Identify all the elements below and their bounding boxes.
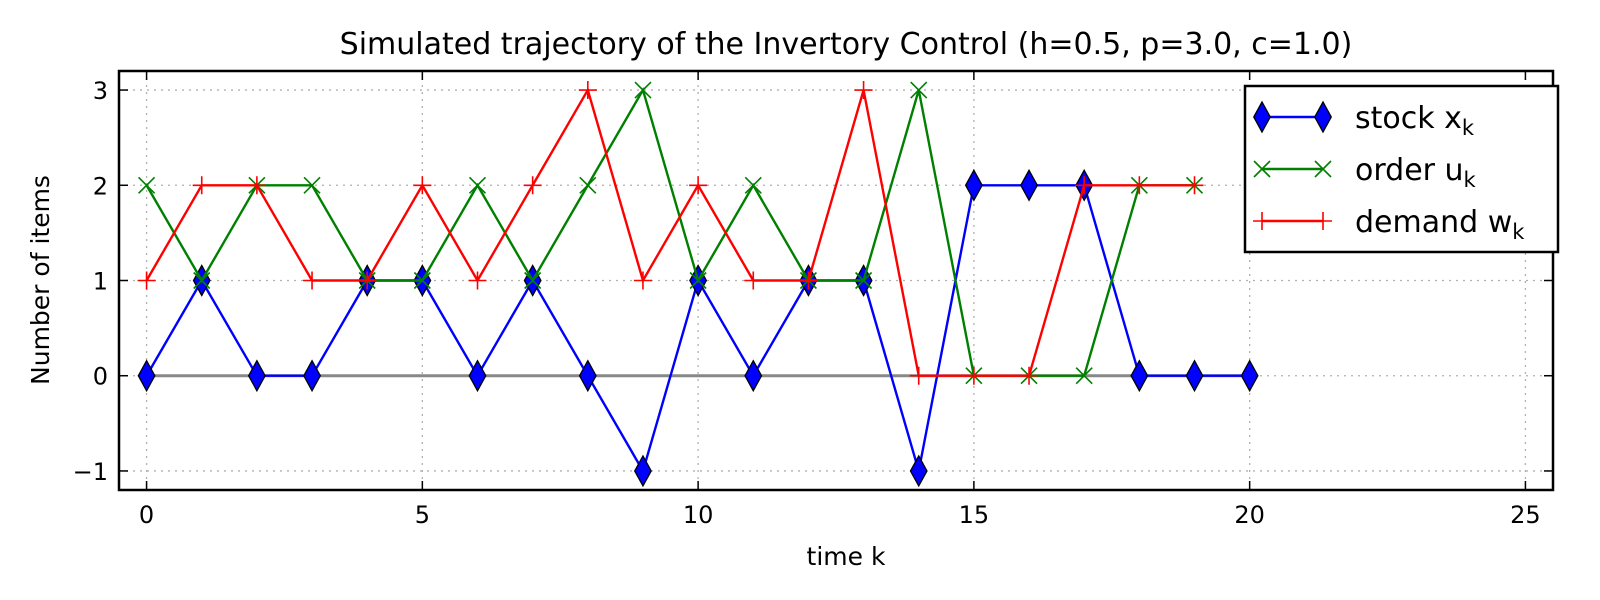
data-point: [247, 359, 266, 393]
data-point: [1314, 212, 1332, 230]
legend-subscript: k: [1462, 116, 1475, 140]
data-point: [633, 454, 652, 488]
data-point: [689, 271, 707, 290]
data-point: [578, 359, 597, 393]
data-point: [855, 271, 873, 290]
data-point: [634, 81, 652, 99]
data-point: [1185, 359, 1204, 393]
data-point: [964, 168, 983, 202]
x-tick-label: 15: [959, 501, 990, 529]
data-point: [633, 271, 652, 290]
data-point: [1240, 359, 1259, 393]
data-point: [689, 176, 708, 195]
data-point: [303, 359, 322, 393]
data-point: [247, 176, 266, 195]
data-point: [909, 454, 928, 488]
data-point: [524, 271, 542, 290]
y-tick-label: 3: [93, 77, 108, 105]
data-point: [137, 359, 156, 393]
data-point: [1075, 176, 1094, 195]
data-point: [358, 271, 377, 290]
data-point: [1253, 100, 1271, 134]
chart-title: Simulated trajectory of the Invertory Co…: [340, 27, 1353, 62]
data-point: [1314, 100, 1332, 134]
legend-entry: stock xk: [1253, 100, 1475, 140]
data-point: [468, 359, 487, 393]
data-point: [468, 176, 487, 194]
legend: stock xk order uk demand wk: [1243, 84, 1560, 254]
x-tick-label: 25: [1510, 501, 1541, 529]
legend-entry: demand wk: [1253, 205, 1525, 244]
x-tick-label: 10: [683, 501, 714, 529]
data-point: [303, 271, 322, 290]
data-point: [1075, 367, 1093, 385]
series-demand-w: [137, 81, 1204, 385]
data-point: [138, 176, 156, 194]
data-point: [1020, 168, 1039, 202]
y-tick-label: 1: [93, 268, 108, 296]
data-point: [744, 271, 763, 290]
data-point: [744, 359, 763, 393]
data-point: [910, 81, 928, 99]
data-point: [1253, 212, 1271, 230]
data-point: [964, 366, 983, 385]
ticks: 0 5 10 15 20 25 −1 0 1 2 3: [73, 71, 1553, 529]
data-point: [579, 176, 597, 194]
data-point: [578, 81, 597, 100]
data-point: [192, 176, 211, 195]
data-point: [413, 176, 432, 195]
data-point: [854, 81, 873, 100]
data-point: [909, 366, 928, 385]
legend-entry: order uk: [1253, 153, 1477, 192]
data-point: [413, 271, 431, 290]
data-point: [1185, 176, 1204, 195]
y-tick-label: 2: [93, 172, 108, 200]
y-axis-label: Number of items: [26, 175, 55, 385]
data-point: [1314, 160, 1332, 178]
series-line: [145, 87, 1195, 377]
legend-label: demand wk: [1355, 205, 1525, 244]
data-point: [1130, 359, 1149, 393]
data-point: [1020, 366, 1039, 385]
data-point: [1130, 176, 1149, 195]
data-point: [468, 271, 487, 290]
data-point: [744, 176, 762, 194]
data-point: [523, 176, 542, 195]
x-tick-label: 20: [1234, 501, 1265, 529]
data-point: [193, 271, 211, 290]
data-point: [1253, 160, 1271, 178]
y-tick-label: 0: [93, 363, 108, 391]
legend-label: stock xk: [1355, 101, 1475, 140]
data-point: [303, 176, 321, 194]
series-layer: [137, 81, 1259, 488]
x-tick-label: 5: [415, 501, 430, 529]
legend-subscript: k: [1512, 220, 1525, 244]
x-tick-label: 0: [139, 501, 154, 529]
y-tick-label: −1: [73, 458, 108, 486]
data-point: [137, 271, 156, 290]
data-point: [799, 271, 818, 290]
legend-label: order uk: [1355, 153, 1477, 192]
legend-subscript: k: [1464, 168, 1477, 192]
x-axis-label: time k: [807, 542, 886, 571]
series-stock-x: [137, 168, 1259, 488]
